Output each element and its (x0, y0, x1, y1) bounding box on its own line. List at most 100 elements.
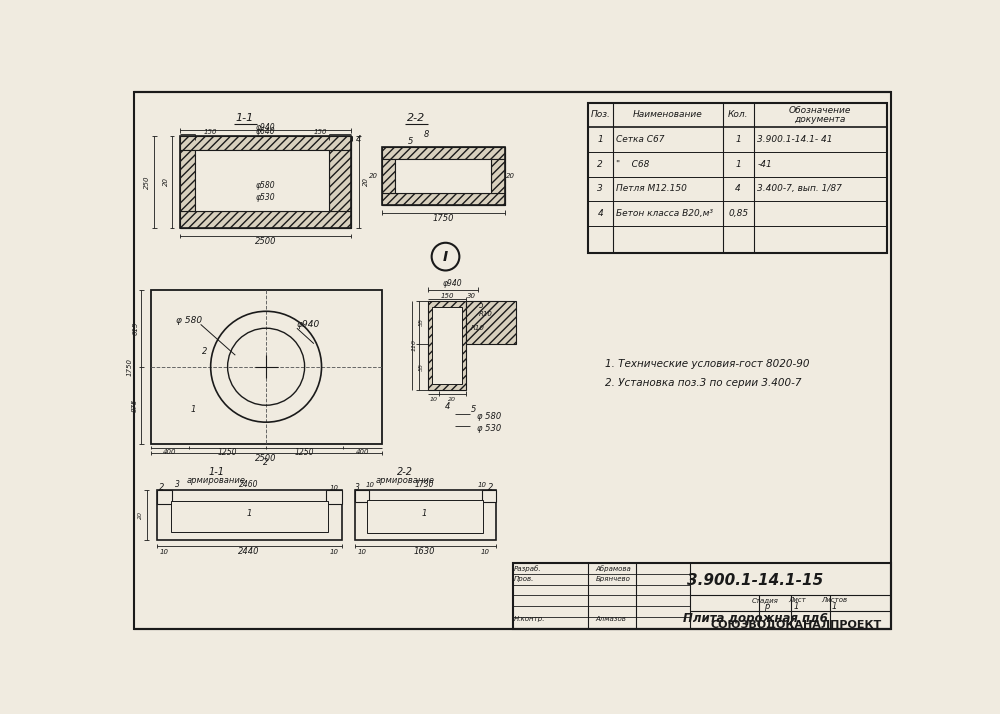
Text: 10: 10 (329, 485, 338, 491)
Text: 3: 3 (355, 483, 359, 492)
Text: 2: 2 (597, 160, 603, 169)
Bar (395, 159, 491, 193)
Text: 400: 400 (356, 449, 369, 456)
Text: 2440: 2440 (238, 547, 260, 556)
Polygon shape (180, 150, 195, 211)
Text: 0,85: 0,85 (728, 209, 748, 218)
Text: 4: 4 (735, 184, 741, 193)
Text: СОЮЗВОДОКАНАЛПРОЕКТ: СОЮЗВОДОКАНАЛПРОЕКТ (710, 620, 881, 630)
Text: φ940: φ940 (297, 320, 320, 329)
Bar (588, 103, 887, 253)
Polygon shape (428, 301, 466, 390)
Polygon shape (180, 211, 351, 228)
Text: 1: 1 (597, 135, 603, 144)
Text: 20: 20 (138, 511, 143, 518)
Text: 1730: 1730 (415, 480, 434, 489)
Bar (157, 490, 342, 540)
Text: 2500: 2500 (255, 454, 277, 463)
Polygon shape (382, 147, 505, 159)
Text: 615: 615 (132, 321, 138, 335)
Bar (367, 500, 483, 533)
Bar (195, 150, 329, 211)
Text: 1-1: 1-1 (235, 113, 254, 123)
Text: 10: 10 (358, 548, 367, 555)
Text: 10: 10 (429, 397, 437, 403)
Text: 10: 10 (477, 481, 486, 488)
Bar (395, 159, 491, 193)
Text: 20: 20 (369, 173, 378, 178)
Bar (355, 490, 369, 502)
Text: 110: 110 (411, 339, 416, 351)
Text: армирование: армирование (375, 476, 434, 486)
Bar (382, 147, 505, 205)
Bar (326, 490, 342, 504)
Text: φ530: φ530 (256, 193, 275, 202)
Polygon shape (329, 150, 351, 211)
Text: Н.контр.: Н.контр. (514, 615, 546, 621)
Text: 1: 1 (735, 135, 741, 144)
Text: Разраб.: Разраб. (514, 565, 542, 572)
Text: 2. Установка поз.3 по серии 3.400-7: 2. Установка поз.3 по серии 3.400-7 (605, 378, 801, 388)
Text: 3: 3 (597, 184, 603, 193)
Text: φ640: φ640 (256, 127, 275, 136)
Text: φ940: φ940 (256, 123, 275, 132)
Text: -41: -41 (757, 160, 772, 169)
Text: Наименование: Наименование (632, 111, 702, 119)
Bar (157, 490, 172, 504)
Text: 20: 20 (506, 173, 515, 178)
Text: I: I (443, 250, 448, 263)
Text: 20: 20 (363, 178, 369, 186)
Bar (512, 563, 891, 629)
Text: φ 580: φ 580 (477, 412, 502, 421)
Text: 30: 30 (467, 293, 476, 299)
Bar (180, 136, 351, 228)
Text: 1250: 1250 (218, 448, 237, 457)
Text: φ 530: φ 530 (477, 424, 502, 433)
Text: армирование: армирование (187, 476, 246, 486)
Text: 2: 2 (202, 347, 207, 356)
Text: 3.400-7, вып. 1/87: 3.400-7, вып. 1/87 (757, 184, 842, 193)
Text: 8: 8 (424, 130, 429, 139)
Text: 4: 4 (356, 135, 361, 144)
Text: φ 580: φ 580 (176, 316, 202, 325)
Text: 20: 20 (448, 397, 456, 403)
Polygon shape (382, 147, 505, 205)
Text: 10: 10 (366, 481, 375, 488)
Text: 1: 1 (422, 508, 427, 518)
Bar (195, 150, 329, 211)
Text: R10: R10 (471, 326, 485, 331)
Text: 1: 1 (190, 405, 196, 413)
Text: Пров.: Пров. (514, 576, 534, 582)
Text: 250: 250 (144, 175, 150, 188)
Text: 1. Технические условия-гост 8020-90: 1. Технические условия-гост 8020-90 (605, 359, 809, 369)
Text: 20: 20 (163, 178, 169, 186)
Text: 55: 55 (419, 318, 424, 326)
Polygon shape (180, 136, 351, 228)
Bar (482, 490, 496, 502)
Polygon shape (180, 136, 351, 150)
Text: 1: 1 (832, 602, 837, 610)
Text: 2-2: 2-2 (407, 113, 425, 123)
Text: φ940: φ940 (443, 279, 462, 288)
Text: 3.900.1-14.1-15: 3.900.1-14.1-15 (687, 573, 823, 588)
Text: R10: R10 (479, 311, 492, 317)
Text: Лист: Лист (789, 597, 806, 603)
Text: 10: 10 (160, 548, 169, 555)
Text: Плита дорожная пд6: Плита дорожная пд6 (683, 612, 827, 625)
Text: 2: 2 (488, 483, 494, 492)
Text: 1: 1 (793, 602, 799, 610)
Text: 2: 2 (263, 458, 269, 467)
Text: Брянчево: Брянчево (596, 576, 631, 582)
Text: 5: 5 (479, 301, 484, 310)
Text: 10: 10 (481, 548, 490, 555)
Text: Обозначение: Обозначение (789, 106, 851, 115)
Text: 4: 4 (444, 402, 450, 411)
Text: 150: 150 (204, 129, 217, 135)
Text: Кол.: Кол. (728, 111, 748, 119)
Bar (171, 501, 328, 532)
Text: Поз.: Поз. (590, 111, 610, 119)
Text: 1750: 1750 (432, 214, 454, 223)
Polygon shape (491, 159, 505, 193)
Text: Алмазов: Алмазов (596, 615, 627, 621)
Polygon shape (466, 301, 516, 343)
